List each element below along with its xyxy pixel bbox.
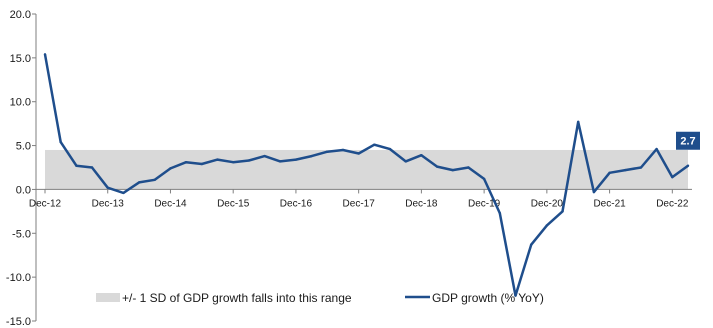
- gdp-data-points: [43, 53, 690, 297]
- data-point: [561, 210, 564, 213]
- x-tick-label: Dec-13: [92, 198, 125, 209]
- last-value-label: 2.7: [680, 136, 695, 148]
- y-tick-label: -10.0: [6, 272, 31, 284]
- x-tick-label: Dec-14: [154, 198, 187, 209]
- x-axis: Dec-12 Dec-13 Dec-14 Dec-15 Dec-16 Dec-17 Dec-…: [29, 188, 692, 209]
- data-point: [435, 165, 439, 168]
- y-tick-label: -15.0: [6, 316, 31, 328]
- data-point: [357, 152, 360, 155]
- x-tick-label: Dec-19: [468, 198, 501, 209]
- data-point: [373, 143, 376, 146]
- data-point: [514, 294, 517, 297]
- data-point: [482, 177, 486, 181]
- data-point: [404, 160, 407, 163]
- data-point: [451, 168, 454, 172]
- data-point: [577, 120, 580, 124]
- y-tick-label: 20.0: [10, 9, 31, 21]
- data-point: [341, 148, 345, 152]
- x-tick-label: Dec-17: [343, 198, 376, 209]
- data-point: [263, 154, 266, 158]
- x-tick-label: Dec-21: [593, 198, 626, 209]
- data-point: [467, 166, 470, 169]
- data-point: [90, 166, 94, 169]
- y-tick-label: 15.0: [10, 53, 31, 65]
- data-point: [639, 166, 643, 169]
- data-point: [498, 211, 502, 215]
- data-point: [137, 181, 141, 184]
- last-value-callout: 2.7: [676, 131, 700, 150]
- data-point: [184, 161, 188, 164]
- legend-line-label: GDP growth (% YoY): [432, 291, 544, 305]
- y-tick-label: 0.0: [16, 184, 31, 196]
- data-point: [279, 160, 282, 163]
- y-axis: 20.0 15.0 10.0 5.0 0.0 -5.0 -10.0 -15.0: [6, 9, 37, 328]
- y-tick-label: 10.0: [10, 97, 31, 109]
- data-point: [655, 147, 658, 151]
- x-tick-label: Dec-20: [531, 198, 564, 209]
- data-point: [310, 154, 313, 158]
- x-tick-label: Dec-12: [29, 198, 62, 209]
- legend-band-swatch: [96, 293, 120, 302]
- x-tick-label: Dec-22: [656, 198, 689, 209]
- data-point: [388, 147, 392, 151]
- data-point: [247, 159, 251, 162]
- legend: +/- 1 SD of GDP growth falls into this r…: [96, 291, 544, 305]
- data-point: [326, 150, 329, 153]
- data-point: [216, 158, 219, 161]
- data-point: [106, 186, 109, 189]
- data-point: [671, 175, 674, 179]
- data-point: [420, 154, 423, 157]
- y-tick-label: -5.0: [12, 228, 31, 240]
- data-point: [169, 167, 172, 170]
- data-point: [122, 191, 125, 195]
- last-value-box: [676, 131, 700, 150]
- data-point: [231, 161, 235, 164]
- data-point: [545, 224, 549, 227]
- data-point: [529, 243, 533, 246]
- data-point: [608, 171, 611, 174]
- legend-band-label: +/- 1 SD of GDP growth falls into this r…: [122, 291, 352, 305]
- data-point: [294, 158, 298, 161]
- x-tick-label: Dec-18: [405, 198, 438, 209]
- data-point: [59, 140, 62, 144]
- sd-band: [45, 149, 688, 190]
- data-point: [200, 162, 204, 166]
- data-point: [75, 164, 78, 167]
- data-point: [592, 190, 596, 194]
- y-tick-label: 5.0: [16, 141, 31, 153]
- x-tick-label: Dec-15: [217, 198, 250, 209]
- data-point: [43, 53, 47, 56]
- data-point: [153, 178, 156, 181]
- data-point: [686, 164, 690, 167]
- gdp-growth-line: [43, 54, 689, 297]
- x-tick-label: Dec-16: [280, 198, 313, 209]
- data-point: [624, 168, 627, 172]
